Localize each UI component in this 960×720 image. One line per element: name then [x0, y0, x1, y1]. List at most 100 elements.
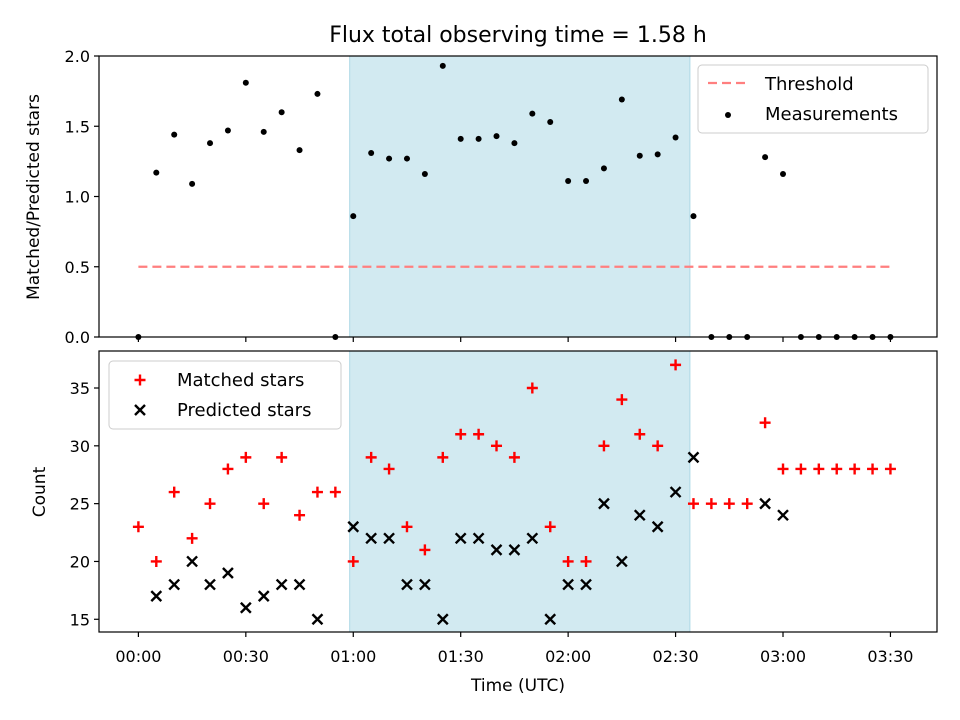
predicted-stars-point: [598, 497, 610, 510]
matched-stars-point: [258, 498, 270, 510]
matched-stars-legend-swatch: [134, 374, 146, 386]
measurement-point: [278, 109, 285, 116]
matched-stars-point: [831, 463, 843, 475]
bottom-y-tick-label: 35: [70, 379, 90, 398]
measurement-point: [690, 213, 697, 220]
measurement-point: [636, 152, 643, 159]
matched-stars-point: [276, 451, 288, 463]
predicted-stars-point: [633, 509, 646, 522]
matched-stars-point: [687, 498, 699, 510]
x-tick-label: 01:30: [438, 647, 484, 666]
predicted-stars-legend-label: Predicted stars: [177, 400, 311, 421]
matched-stars-point: [204, 498, 216, 510]
matched-stars-point: [723, 498, 735, 510]
matched-stars-point: [473, 428, 485, 440]
predicted-stars-point: [651, 520, 664, 533]
matched-stars-point: [240, 451, 252, 463]
top-legend-box: [697, 64, 929, 134]
x-tick-label: 00:30: [223, 647, 269, 666]
measurement-point: [403, 155, 410, 162]
matched-stars-point: [168, 486, 180, 498]
predicted-stars-point: [186, 555, 198, 568]
top-y-tick-label: 2.0: [65, 47, 90, 66]
measurement-point: [547, 119, 554, 126]
matched-stars-point: [670, 359, 682, 371]
matched-stars-point: [616, 394, 628, 406]
measurement-point: [153, 169, 160, 176]
matched-stars-point: [401, 521, 413, 533]
matched-stars-point: [186, 532, 198, 544]
measurements-legend-swatch: [725, 112, 731, 118]
matched-stars-point: [455, 428, 467, 440]
predicted-stars-point: [687, 451, 700, 464]
measurement-point: [350, 213, 357, 220]
bottom-legend-box: [108, 360, 342, 430]
matched-stars-point: [437, 451, 449, 463]
matched-stars-point: [365, 451, 377, 463]
measurement-point: [600, 165, 607, 172]
measurement-point: [565, 178, 572, 185]
predicted-stars-point: [562, 578, 574, 591]
top-y-tick-label: 1.5: [65, 117, 90, 136]
matched-stars-point: [419, 544, 431, 556]
predicted-stars-point: [472, 532, 485, 545]
predicted-stars-point: [436, 613, 449, 626]
top-y-tick-label: 0.0: [65, 328, 90, 347]
measurement-point: [493, 133, 500, 140]
matched-stars-point: [741, 498, 753, 510]
matched-stars-point: [544, 521, 556, 533]
measurement-point: [618, 96, 625, 103]
predicted-stars-point: [580, 578, 592, 591]
matched-stars-point: [652, 440, 664, 452]
measurement-point: [368, 149, 375, 156]
bottom-y-axis-label: Count: [30, 466, 50, 517]
predicted-stars-point: [239, 601, 252, 614]
predicted-stars-point: [204, 578, 216, 591]
matched-stars-point: [526, 382, 538, 394]
bottom-y-tick-label: 25: [70, 495, 90, 514]
measurement-point: [672, 134, 679, 141]
predicted-stars-legend-swatch: [134, 404, 146, 416]
matched-stars-point: [580, 555, 592, 567]
measurement-point: [457, 135, 464, 142]
bottom-y-tick-label: 15: [70, 610, 90, 629]
measurement-point: [314, 90, 321, 97]
predicted-stars-point: [365, 532, 378, 545]
measurement-point: [421, 171, 428, 178]
predicted-stars-point: [508, 544, 521, 556]
predicted-stars-point: [347, 520, 360, 533]
measurement-point: [475, 135, 482, 142]
threshold-legend-label: Threshold: [764, 74, 854, 95]
count-panel: 15 20 25 30 35 00:00 00:30 01:00 01:30 02:00 02:30…: [70, 350, 938, 666]
top-y-tick-label: 1.0: [65, 188, 90, 207]
matched-stars-point: [508, 451, 520, 463]
measurement-point: [296, 147, 303, 154]
top-legend: Threshold Measurements: [697, 64, 929, 134]
bottom-y-tick-label: 20: [70, 552, 90, 571]
x-tick-label: 02:30: [653, 647, 699, 666]
x-axis-label: Time (UTC): [470, 676, 565, 696]
bottom-y-tick-label: 30: [70, 437, 90, 456]
x-tick-label: 01:00: [330, 647, 376, 666]
matched-stars-point: [777, 463, 789, 475]
matched-stars-point: [329, 486, 341, 498]
predicted-stars-point: [616, 555, 628, 568]
measurement-point: [780, 171, 787, 178]
matched-stars-point: [132, 521, 144, 533]
measurement-point: [529, 110, 536, 117]
measurement-point: [207, 140, 214, 147]
measurement-point: [762, 154, 769, 161]
matched-stars-point: [294, 509, 306, 521]
predicted-stars-point: [544, 613, 557, 626]
measurement-point: [224, 127, 231, 134]
matched-stars-point: [311, 486, 323, 498]
figure-title: Flux total observing time = 1.58 h: [329, 23, 707, 48]
matched-stars-point: [849, 463, 861, 475]
matched-stars-point: [562, 555, 574, 567]
predicted-stars-point: [383, 532, 395, 545]
bottom-observing-window: [349, 350, 691, 633]
predicted-stars-point: [759, 497, 771, 510]
x-tick-label: 03:30: [867, 647, 913, 666]
matched-stars-point: [491, 440, 503, 452]
predicted-stars-point: [222, 567, 234, 579]
